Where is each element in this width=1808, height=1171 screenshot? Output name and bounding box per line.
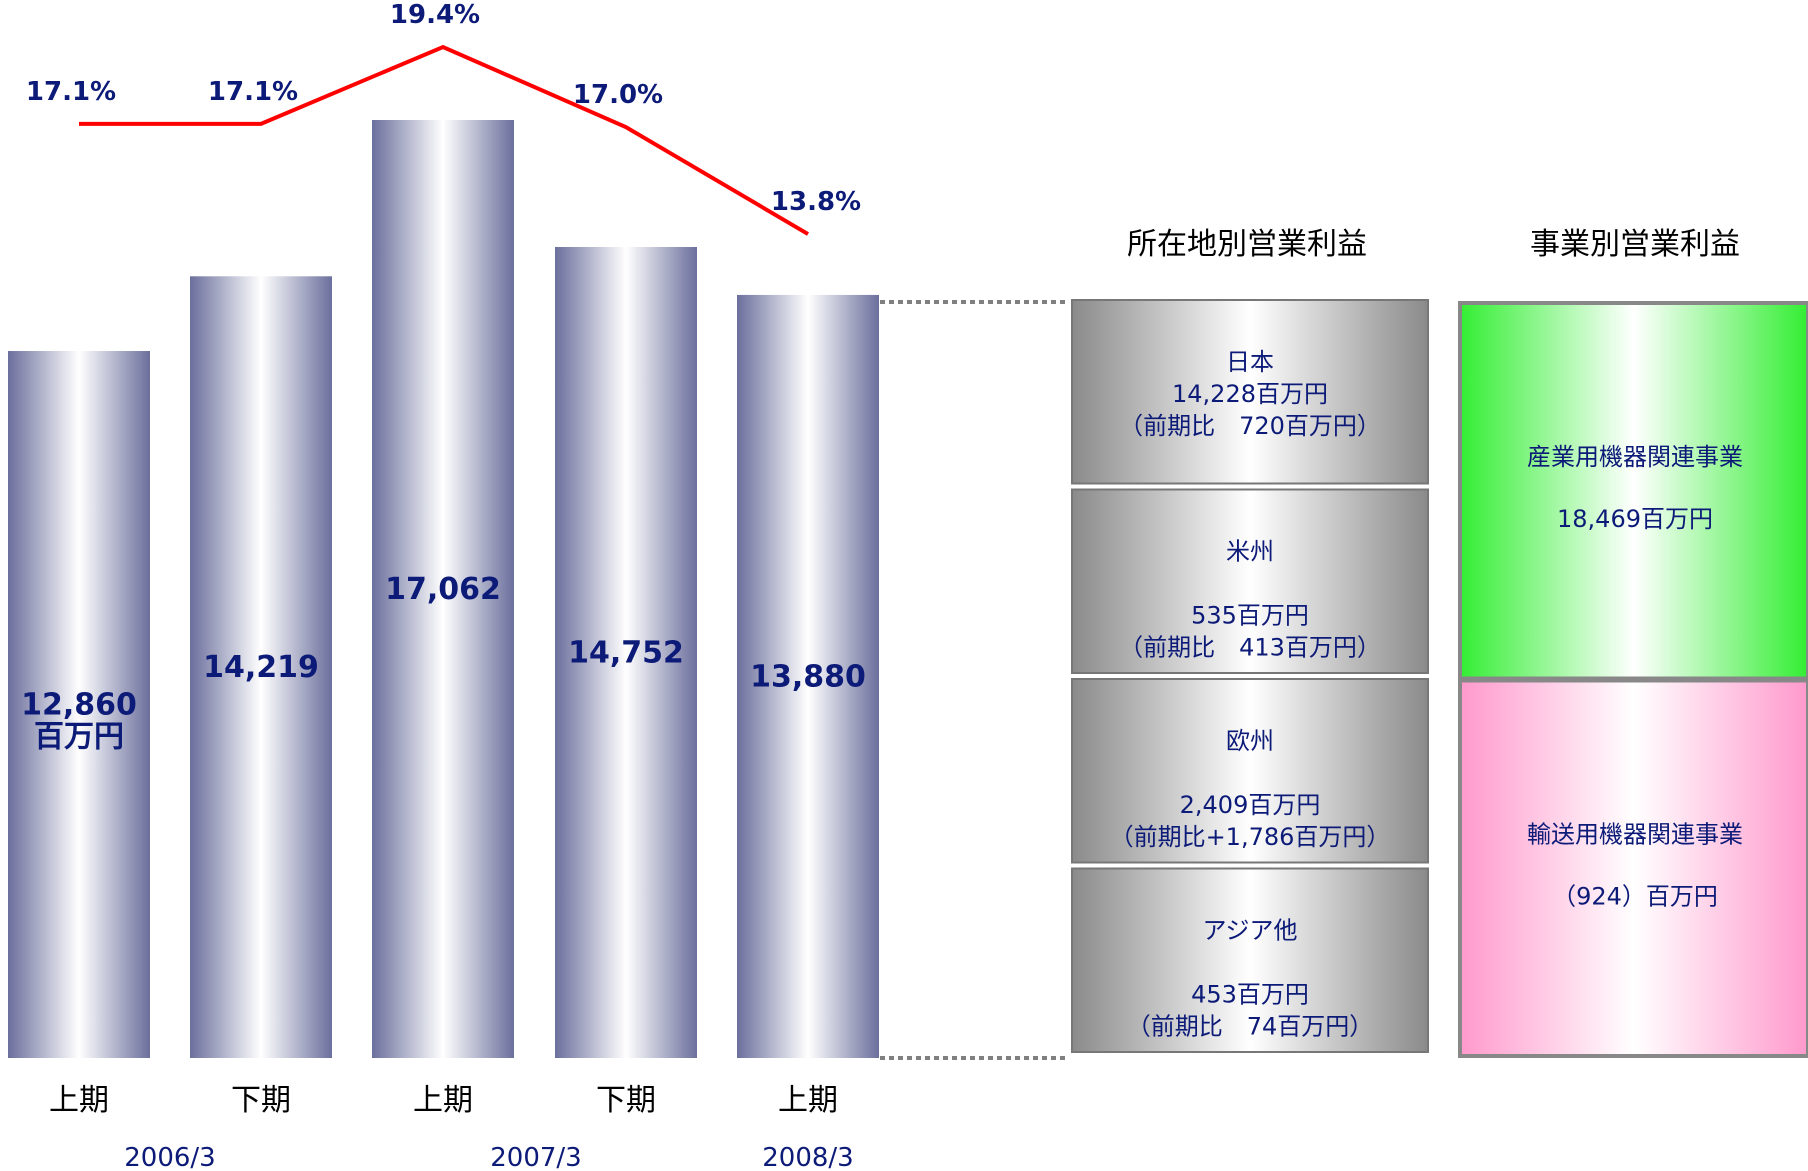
bar-value-label-4: 13,880 xyxy=(750,659,866,694)
bar-3 xyxy=(555,246,697,1058)
bar-value-label-0: 12,860 xyxy=(21,688,137,723)
region-value-1: 535百万円 xyxy=(1191,602,1309,630)
margin-line xyxy=(79,44,810,236)
business-value-1: （924）百万円 xyxy=(1552,883,1718,911)
business-segment-0 xyxy=(1458,301,1808,681)
region-segment-3 xyxy=(1071,867,1429,1053)
margin-label-2: 19.4% xyxy=(390,0,480,30)
region-value-0: 14,228百万円 xyxy=(1172,380,1328,408)
margin-labels: 17.1% 17.1% 19.4% 17.0% 13.8% xyxy=(26,0,861,217)
region-name-0: 日本 xyxy=(1226,348,1274,376)
business-value-0: 18,469百万円 xyxy=(1557,505,1713,533)
bar-unit-label: 百万円 xyxy=(34,720,124,755)
region-segment-2 xyxy=(1071,678,1429,864)
region-breakdown: 日本 14,228百万円 （前期比 720百万円） 米州 535百万円 （前期比 413百… xyxy=(1071,299,1429,1053)
category-label-3: 下期 xyxy=(596,1083,656,1118)
business-name-0: 産業用機器関連事業 xyxy=(1527,443,1743,471)
region-note-3: （前期比 74百万円） xyxy=(1127,1013,1374,1041)
region-value-3: 453百万円 xyxy=(1191,981,1309,1009)
business-segment-1 xyxy=(1458,678,1808,1058)
margin-label-0: 17.1% xyxy=(26,77,116,107)
bar-value-label-2: 17,062 xyxy=(385,572,501,607)
region-name-3: アジア他 xyxy=(1202,917,1297,945)
margin-label-4: 13.8% xyxy=(771,187,861,217)
category-labels: 上期 下期 上期 下期 上期 xyxy=(49,1083,838,1118)
year-labels: 2006/3 2007/3 2008/3 xyxy=(124,1143,853,1171)
business-title: 事業別営業利益 xyxy=(1530,227,1740,262)
category-label-2: 上期 xyxy=(413,1083,473,1118)
year-label-2: 2008/3 xyxy=(762,1143,853,1171)
region-value-2: 2,409百万円 xyxy=(1180,791,1321,819)
bar-value-label-1: 14,219 xyxy=(203,650,319,685)
category-label-0: 上期 xyxy=(49,1083,109,1118)
category-label-1: 下期 xyxy=(231,1083,291,1118)
year-label-1: 2007/3 xyxy=(490,1143,581,1171)
bar-value-label-3: 14,752 xyxy=(568,635,684,670)
region-name-2: 欧州 xyxy=(1226,727,1274,755)
category-label-4: 上期 xyxy=(778,1083,838,1118)
region-name-1: 米州 xyxy=(1226,538,1274,566)
region-segment-1 xyxy=(1071,488,1429,674)
bar-4 xyxy=(737,294,879,1058)
region-title: 所在地別営業利益 xyxy=(1127,227,1367,262)
business-name-1: 輸送用機器関連事業 xyxy=(1527,821,1743,849)
margin-label-3: 17.0% xyxy=(573,80,663,110)
bar-series xyxy=(8,120,879,1058)
margin-line-series xyxy=(79,44,810,236)
margin-label-1: 17.1% xyxy=(208,77,298,107)
bar-2 xyxy=(372,120,514,1058)
region-note-1: （前期比 413百万円） xyxy=(1119,634,1381,662)
bar-0 xyxy=(8,351,150,1058)
year-label-0: 2006/3 xyxy=(124,1143,215,1171)
region-segment-0 xyxy=(1071,299,1429,485)
region-note-2: （前期比+1,786百万円） xyxy=(1110,823,1391,851)
bar-1 xyxy=(190,276,332,1058)
region-note-0: （前期比 720百万円） xyxy=(1119,412,1381,440)
